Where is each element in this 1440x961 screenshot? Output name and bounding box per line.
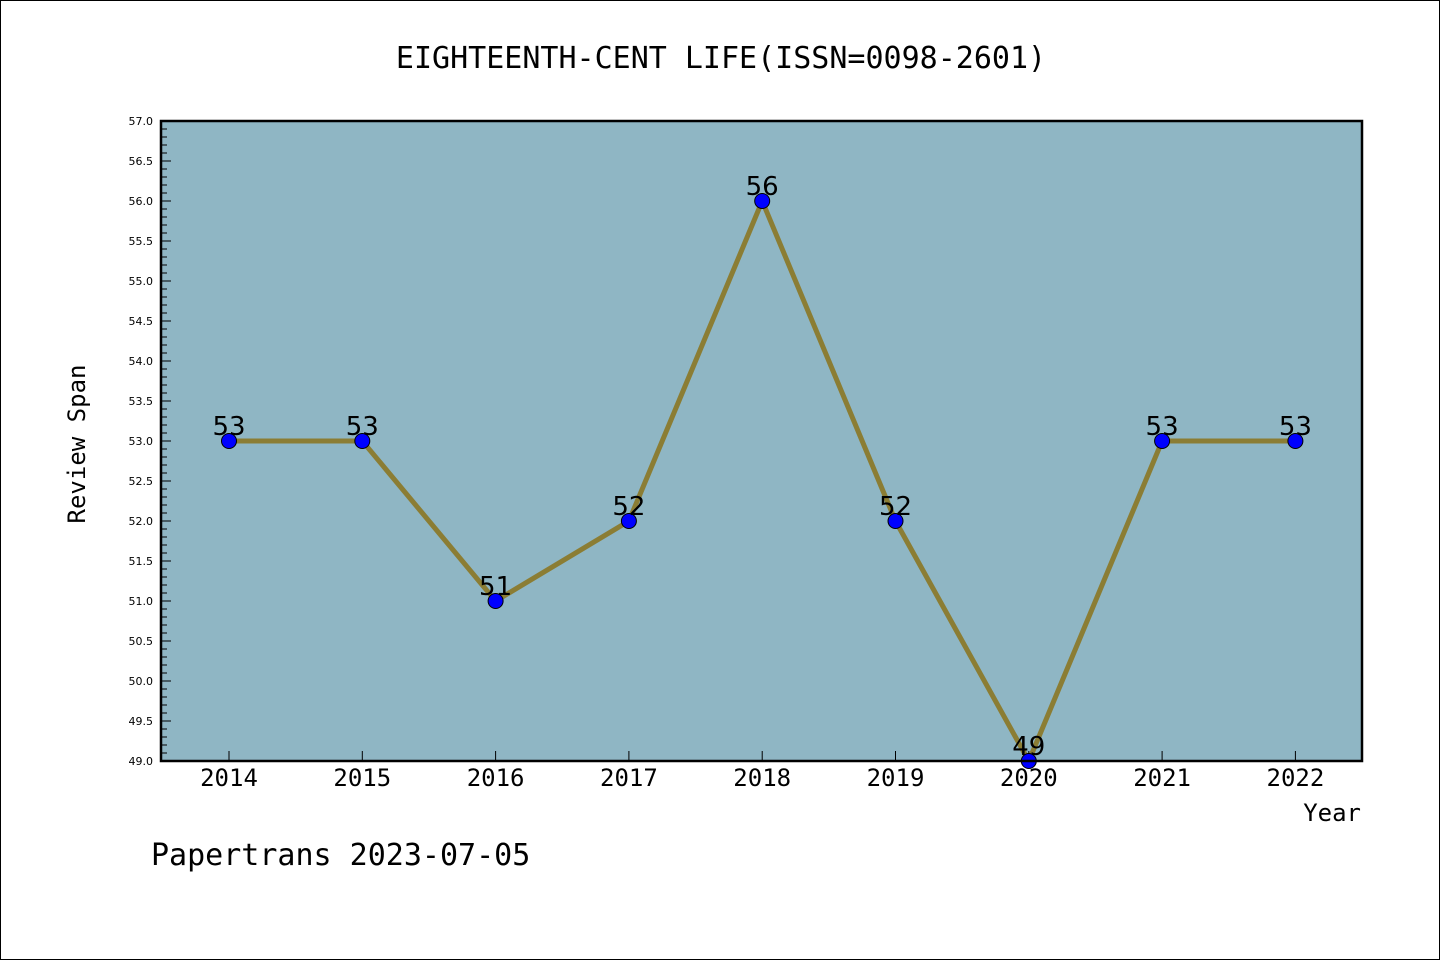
data-point xyxy=(1154,433,1171,449)
data-label: 51 xyxy=(479,572,512,602)
y-tick-label: 53.0 xyxy=(129,435,154,448)
x-tick-label: 2022 xyxy=(1267,764,1325,792)
x-axis-label: Year xyxy=(1303,799,1361,827)
data-point xyxy=(1287,433,1304,449)
y-tick-label: 56.5 xyxy=(129,155,154,168)
y-tick-label: 49.0 xyxy=(129,755,154,768)
y-axis-label: Review Span xyxy=(63,365,91,524)
data-label: 52 xyxy=(612,492,645,522)
y-tick-label: 54.0 xyxy=(129,355,154,368)
data-point xyxy=(221,433,237,449)
data-label: 56 xyxy=(746,172,779,202)
x-tick-label: 2017 xyxy=(600,764,658,792)
chart-title: EIGHTEENTH-CENT LIFE(ISSN=0098-2601) xyxy=(396,41,1046,76)
data-point xyxy=(754,193,771,209)
x-tick-label: 2014 xyxy=(200,764,258,792)
y-tick-label: 49.5 xyxy=(129,715,154,728)
plot-border xyxy=(159,119,1364,763)
data-point xyxy=(354,433,371,449)
data-label: 53 xyxy=(1146,412,1179,442)
y-tick-label: 52.5 xyxy=(129,475,154,488)
y-tick-label: 57.0 xyxy=(129,115,154,128)
data-label: 53 xyxy=(212,412,245,442)
y-tick-label: 51.0 xyxy=(129,595,154,608)
y-tick-label: 55.5 xyxy=(129,235,154,248)
x-tick-label: 2018 xyxy=(733,764,791,792)
footer-watermark: Papertrans 2023-07-05 xyxy=(151,838,530,873)
data-label: 52 xyxy=(879,492,912,522)
y-tick-label: 50.0 xyxy=(129,675,154,688)
y-tick-label: 54.5 xyxy=(129,315,154,328)
y-tick-label: 51.5 xyxy=(129,555,154,568)
x-tick-label: 2016 xyxy=(467,764,525,792)
x-tick-label: 2019 xyxy=(867,764,925,792)
y-tick-label: 50.5 xyxy=(129,635,154,648)
data-label: 53 xyxy=(346,412,379,442)
y-tick-label: 55.0 xyxy=(129,275,154,288)
data-point xyxy=(887,513,904,529)
x-tick-label: 2021 xyxy=(1133,764,1191,792)
y-tick-label: 52.0 xyxy=(129,515,154,528)
data-point xyxy=(487,593,504,609)
data-point xyxy=(620,513,637,529)
y-tick-label: 56.0 xyxy=(129,195,154,208)
x-tick-label: 2015 xyxy=(333,764,391,792)
y-tick-label: 53.5 xyxy=(129,395,154,408)
data-label: 53 xyxy=(1279,412,1312,442)
data-label: 49 xyxy=(1012,732,1045,762)
